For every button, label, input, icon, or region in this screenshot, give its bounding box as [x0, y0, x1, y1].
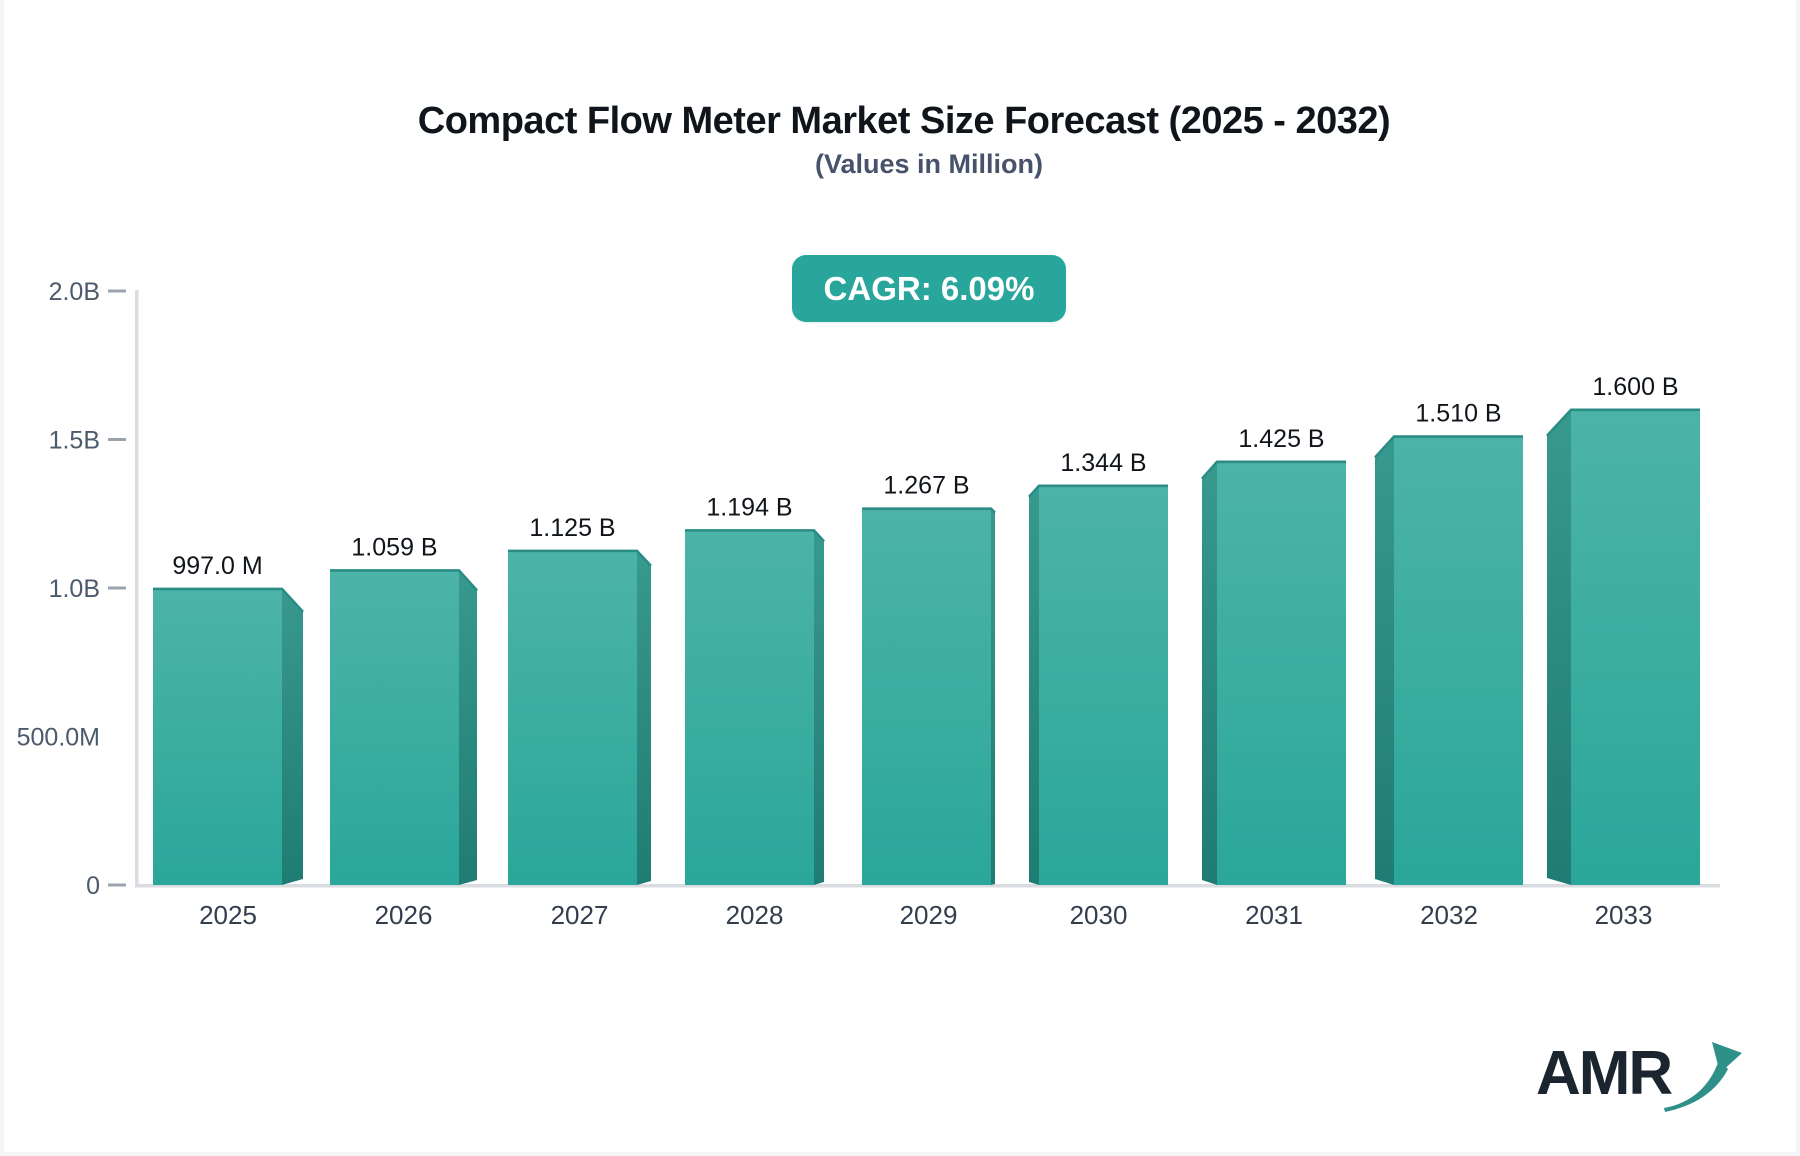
- bar-value-label: 1.059 B: [351, 533, 437, 561]
- bar-2025: 997.0 M 2025: [153, 552, 304, 930]
- y-axis-label: 0: [86, 872, 100, 900]
- bar-side-face: [991, 508, 995, 885]
- bar-top-edge: [508, 549, 652, 567]
- bar-front-face: [1394, 436, 1523, 885]
- bar-value-label: 1.125 B: [529, 514, 615, 542]
- bar-value-label: 1.344 B: [1060, 449, 1146, 477]
- bar-value-label: 1.267 B: [883, 472, 969, 500]
- x-axis-label: 2033: [1595, 900, 1653, 930]
- bar-2026: 1.059 B 2026: [330, 533, 478, 930]
- y-axis-label: 1.0B: [49, 575, 100, 603]
- bar-side-face: [459, 570, 477, 885]
- bar-2033: 1.600 B 2033: [1546, 373, 1700, 930]
- bar-side-face: [282, 588, 303, 885]
- chart-title: Compact Flow Meter Market Size Forecast …: [417, 100, 1391, 142]
- bar-top-edge: [862, 507, 996, 514]
- bar-2030: 1.344 B 2030: [1028, 449, 1168, 930]
- bar-side-face: [1547, 409, 1571, 885]
- bar-top-edge: [153, 587, 304, 613]
- bar-front-face: [508, 550, 637, 885]
- y-axis-label: 500.0M: [17, 724, 100, 752]
- bar-top-edge: [1201, 460, 1346, 480]
- x-axis-label: 2028: [726, 900, 784, 930]
- x-axis-label: 2031: [1245, 900, 1303, 930]
- x-axis-line: [135, 884, 1720, 888]
- x-axis-label: 2026: [375, 900, 433, 930]
- x-axis-label: 2032: [1420, 900, 1478, 930]
- bar-top-edge: [685, 529, 825, 543]
- chart-canvas: Compact Flow Meter Market Size Forecast …: [4, 0, 1796, 1152]
- bar-side-face: [814, 530, 824, 885]
- bar-2029: 1.267 B 2029: [862, 472, 996, 930]
- bar-side-face: [1029, 485, 1039, 885]
- y-axis-line: [135, 290, 139, 887]
- bar-top-edge: [1546, 408, 1700, 437]
- arrow-head: [1712, 1042, 1742, 1073]
- bar-2031: 1.425 B 2031: [1201, 425, 1346, 930]
- x-axis-label: 2027: [551, 900, 609, 930]
- bar-front-face: [1571, 409, 1700, 885]
- amr-logo: AMR: [1536, 1038, 1786, 1138]
- bar-2028: 1.194 B 2028: [685, 493, 825, 930]
- bar-value-label: 1.600 B: [1592, 373, 1678, 401]
- growth-arrow-icon: [1664, 1042, 1742, 1112]
- bar-front-face: [862, 508, 991, 885]
- bar-value-label: 1.194 B: [706, 493, 792, 521]
- bar-top-edge: [1028, 484, 1168, 498]
- bar-value-label: 1.510 B: [1415, 400, 1501, 428]
- bar-chart: 0 500.0M 1.0B 1.5B 2.0B 997.0 M 2025 1.059 B 202…: [17, 278, 1720, 930]
- bar-side-face: [637, 550, 651, 885]
- bar-front-face: [1039, 485, 1168, 885]
- x-axis-label: 2025: [199, 900, 257, 930]
- chart-subtitle: (Values in Million): [814, 149, 1044, 179]
- bar-front-face: [330, 570, 459, 885]
- bar-front-face: [153, 588, 282, 885]
- bar-front-face: [1217, 461, 1346, 885]
- bar-side-face: [1375, 436, 1394, 885]
- x-axis-label: 2030: [1070, 900, 1128, 930]
- bar-front-face: [685, 530, 814, 885]
- bar-top-edge: [1374, 435, 1523, 459]
- bar-2027: 1.125 B 2027: [508, 514, 652, 930]
- bar-value-label: 1.425 B: [1238, 425, 1324, 453]
- x-axis-label: 2029: [900, 900, 958, 930]
- bar-side-face: [1202, 461, 1217, 885]
- arrow-swoosh: [1664, 1060, 1728, 1112]
- bar-top-edge: [330, 569, 478, 592]
- cagr-badge: CAGR: 6.09%: [792, 255, 1066, 322]
- amr-logo-text: AMR: [1536, 1039, 1673, 1108]
- y-axis-label: 1.5B: [49, 427, 100, 455]
- y-axis-label: 2.0B: [49, 278, 100, 306]
- bar-2032: 1.510 B 2032: [1374, 400, 1523, 930]
- bar-value-label: 997.0 M: [172, 552, 262, 580]
